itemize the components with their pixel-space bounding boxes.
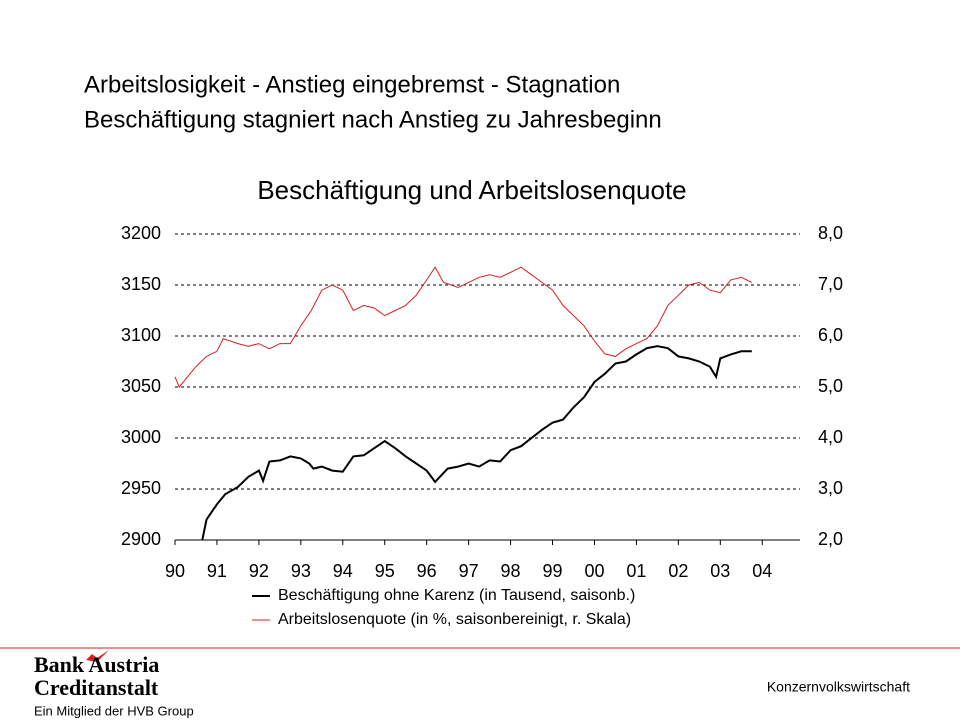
chart-title: Beschäftigung und Arbeitslosenquote: [257, 175, 686, 205]
x-tick-label: 03: [710, 561, 730, 581]
x-tick-label: 97: [459, 561, 479, 581]
legend-label: Arbeitslosenquote (in %, saisonbereinigt…: [278, 611, 631, 628]
y-tick-label: 3150: [121, 274, 161, 294]
logo-text: Creditanstalt: [34, 675, 159, 700]
y-tick-label: 3000: [121, 427, 161, 447]
y2-tick-label: 6,0: [818, 325, 843, 345]
y2-tick-label: 8,0: [818, 223, 843, 243]
x-tick-label: 04: [752, 561, 772, 581]
x-tick-label: 01: [626, 561, 646, 581]
y2-tick-label: 2,0: [818, 529, 843, 549]
y-tick-label: 3200: [121, 223, 161, 243]
series-line: [201, 345, 752, 541]
x-tick-label: 96: [417, 561, 437, 581]
y-tick-label: 3050: [121, 376, 161, 396]
x-tick-label: 93: [291, 561, 311, 581]
x-tick-label: 91: [207, 561, 227, 581]
y-tick-label: 2950: [121, 478, 161, 498]
y-tick-label: 2900: [121, 529, 161, 549]
slide-title: Arbeitslosigkeit - Anstieg eingebremst -…: [84, 71, 620, 98]
x-tick-label: 90: [165, 561, 185, 581]
department: Konzernvolkswirtschaft: [767, 679, 910, 695]
y2-tick-label: 3,0: [818, 478, 843, 498]
legend-label: Beschäftigung ohne Karenz (in Tausend, s…: [278, 587, 635, 604]
x-tick-label: 94: [333, 561, 353, 581]
series-line: [174, 266, 753, 388]
y2-tick-label: 4,0: [818, 427, 843, 447]
x-tick-label: 02: [668, 561, 688, 581]
logo-mark: [86, 650, 109, 662]
x-tick-label: 92: [249, 561, 269, 581]
x-tick-label: 00: [584, 561, 604, 581]
x-tick-label: 98: [501, 561, 521, 581]
x-tick-label: 99: [543, 561, 563, 581]
y2-tick-label: 7,0: [818, 274, 843, 294]
y2-tick-label: 5,0: [818, 376, 843, 396]
logo-tagline: Ein Mitglied der HVB Group: [34, 703, 194, 718]
y-tick-label: 3100: [121, 325, 161, 345]
logo-text: Bank Austria: [34, 652, 159, 677]
x-tick-label: 95: [375, 561, 395, 581]
slide-subtitle: Beschäftigung stagniert nach Anstieg zu …: [84, 106, 662, 133]
